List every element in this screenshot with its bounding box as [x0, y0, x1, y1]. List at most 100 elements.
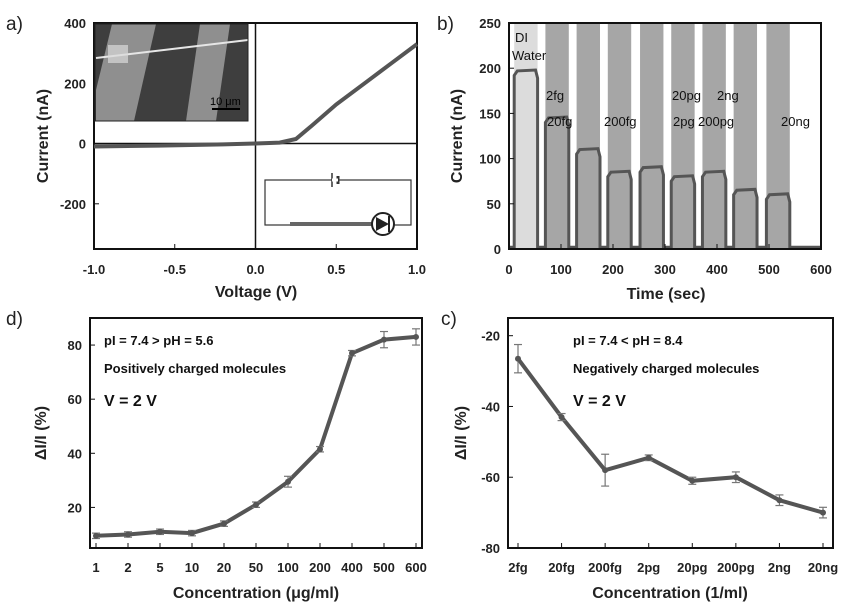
panel-b-xtick-label: 400 [706, 262, 728, 277]
panel-c-axes: 2fg 20fg 200fg 2pg 20pg 200pg 2ng 20ng -20 -40 -60… [481, 329, 838, 575]
panel-c-data-point [689, 477, 696, 484]
panel-c-xtick-label: 200fg [588, 560, 622, 575]
panel-d-annotation-charge: Positively charged molecules [104, 361, 286, 376]
panel-a-xtick-label: 1.0 [408, 262, 426, 277]
panel-c-label: c) [441, 309, 457, 330]
panel-c-annotation-pi: pI = 7.4 < pH = 8.4 [573, 333, 683, 348]
panel-d-label: d) [6, 309, 23, 330]
panel-a-ylabel: Current (nA) [35, 89, 52, 183]
pulse-label: 2pg [673, 114, 695, 129]
panel-d-series [92, 328, 420, 540]
panel-b-xtick-label: 0 [505, 262, 512, 277]
panel-d-xtick-label: 400 [341, 560, 363, 575]
panel-c-data-point [820, 509, 826, 516]
panel-c-ytick-label: -80 [481, 541, 500, 556]
pulse-label: 200pg [698, 114, 734, 129]
scale-bar-label: 10 μm [210, 96, 241, 108]
panel-c-ylabel: ΔI/I (%) [453, 406, 470, 460]
panel-c-ytick-label: -40 [481, 399, 500, 414]
panel-d-ytick-label: 60 [68, 392, 82, 407]
panel-d-xtick-label: 20 [217, 560, 231, 575]
pulse-label: 2ng [717, 88, 739, 103]
panel-c-annotation-voltage: V = 2 V [573, 393, 626, 410]
panel-c-ytick-label: -20 [481, 329, 500, 344]
panel-d-xtick-label: 2 [124, 560, 131, 575]
panel-d-data-point [93, 532, 99, 539]
panel-b-xtick-label: 100 [550, 262, 572, 277]
pulse-band [514, 23, 538, 249]
panel-c-data-point [515, 355, 521, 362]
pulse-band [640, 23, 664, 249]
panel-a-ytick-label: -200 [60, 197, 86, 212]
pulse-band [671, 23, 695, 249]
panel-c-xtick-label: 2ng [768, 560, 791, 575]
pulse-label: 20fg [547, 114, 572, 129]
pulse-band [702, 23, 726, 249]
pulse-band [766, 23, 790, 249]
panel-c-series [514, 343, 827, 519]
panel-a-label: a) [6, 14, 23, 35]
circuit-schematic [264, 173, 412, 236]
panel-b-ytick-label: 200 [479, 61, 501, 76]
panel-b-xtick-label: 600 [810, 262, 832, 277]
panel-d-data-point [317, 446, 323, 453]
panel-d-data-point [349, 350, 355, 357]
panel-c-data-point [776, 497, 783, 504]
panel-d-data-point [221, 520, 227, 527]
pulse-label: 20pg [672, 88, 701, 103]
panel-c-xtick-label: 20pg [677, 560, 707, 575]
panel-d-ytick-label: 20 [68, 500, 82, 515]
pulse-label: DI [515, 30, 528, 45]
panel-b-ytick-label: 0 [494, 242, 501, 257]
panel-c-xtick-label: 2pg [637, 560, 660, 575]
panel-b-current-trace [509, 68, 821, 249]
panel-b-ytick-label: 100 [479, 152, 501, 167]
panel-d-data-point [189, 530, 195, 537]
pulse-label: 20ng [781, 114, 810, 129]
panel-a-xtick-label: 0.0 [246, 262, 264, 277]
panel-c-xtick-label: 20ng [808, 560, 838, 575]
panel-c-frame [507, 317, 834, 549]
sem-inset-image: 10 μm [94, 23, 249, 122]
panel-a-axes: -1.0 -0.5 0.0 0.5 1.0 400 200 0 -200 [60, 16, 426, 277]
panel-a-xlabel: Voltage (V) [215, 284, 297, 301]
panel-a-ytick-label: 200 [64, 76, 86, 91]
panel-d-xtick-label: 500 [373, 560, 395, 575]
pulse-band [545, 23, 569, 249]
panel-b-ytick-label: 250 [479, 16, 501, 31]
panel-b-xtick-label: 200 [602, 262, 624, 277]
panel-d-xtick-label: 10 [185, 560, 199, 575]
panel-c-data-point [645, 454, 652, 461]
panel-b-pulse-labels: DI Water 2fg 20fg 200fg 2pg 20pg 200pg 2ng 20ng [512, 30, 810, 129]
panel-b-xtick-label: 300 [654, 262, 676, 277]
panel-d-xlabel: Concentration (μg/ml) [173, 585, 339, 602]
panel-c-data-point [732, 474, 739, 481]
pulse-band [607, 23, 632, 249]
pulse-band [733, 23, 758, 249]
panel-d-ytick-label: 80 [68, 338, 82, 353]
pulse-label: 200fg [604, 114, 637, 129]
pulse-label: 2fg [546, 88, 564, 103]
panel-d-xtick-label: 50 [249, 560, 263, 575]
panel-a-xtick-label: 0.5 [327, 262, 345, 277]
panel-d-xtick-label: 1 [92, 560, 99, 575]
panel-b-xtick-label: 500 [758, 262, 780, 277]
panel-a-ytick-label: 400 [64, 16, 86, 31]
panel-d-data-point [125, 531, 131, 538]
panel-a-iv-curve [93, 42, 419, 149]
panel-d-data-point [285, 478, 291, 485]
panel-c-ytick-label: -60 [481, 470, 500, 485]
panel-c-xtick-label: 20fg [548, 560, 575, 575]
panel-d-data-point [157, 528, 163, 535]
panel-d-data-point [381, 336, 387, 343]
panel-c-xtick-label: 200pg [717, 560, 755, 575]
panel-a-xtick-label: -0.5 [164, 262, 186, 277]
pulse-label: Water [512, 48, 547, 63]
panel-a: a) -1.0 -0.5 0.0 0.5 1.0 400 200 0 -200 10 μm Cu… [6, 14, 426, 301]
panel-c-annotation-charge: Negatively charged molecules [573, 361, 759, 376]
panel-d-xtick-label: 200 [309, 560, 331, 575]
pulse-band [576, 23, 600, 249]
panel-d-axes: 1 2 5 10 20 50 100 200 400 500 600 80 60 40 20 [68, 338, 427, 575]
panel-d-annotation-pi: pI = 7.4 > pH = 5.6 [104, 333, 213, 348]
panel-d-xtick-label: 600 [405, 560, 427, 575]
